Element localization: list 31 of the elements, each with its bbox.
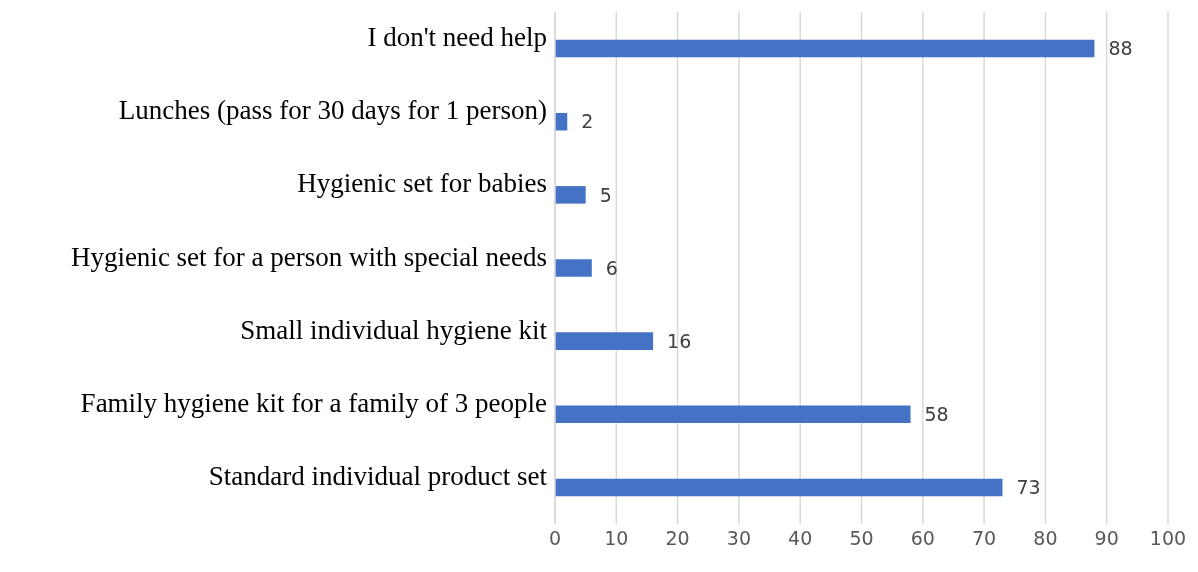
data-label: 58 (924, 403, 949, 426)
y-tick-label: Family hygiene kit for a family of 3 people (80, 387, 548, 418)
y-tick-label: Lunches (pass for 30 days for 1 person) (118, 95, 547, 126)
data-label: 5 (599, 183, 612, 206)
x-tick-label: 50 (849, 527, 874, 550)
data-label: 6 (605, 256, 618, 279)
data-label: 73 (1016, 476, 1041, 499)
x-tick-label: 80 (1033, 527, 1058, 550)
bar (555, 186, 586, 204)
y-tick-label: Standard individual product set (208, 461, 548, 492)
y-tick-label: Small individual hygiene kit (240, 314, 548, 345)
y-tick-label: I don't need help (367, 22, 547, 53)
bar (555, 259, 592, 277)
data-label: 16 (667, 329, 692, 352)
data-label: 88 (1108, 37, 1133, 60)
x-tick-label: 90 (1094, 527, 1119, 550)
bar (555, 39, 1095, 58)
data-label: 2 (581, 110, 594, 133)
y-tick-label: Hygienic set for a person with special needs (70, 241, 547, 272)
x-tick-label: 0 (548, 527, 562, 550)
x-tick-label: 100 (1149, 527, 1187, 550)
x-tick-label: 70 (972, 527, 997, 550)
bar (555, 405, 911, 424)
bar (555, 332, 654, 350)
x-tick-label: 20 (665, 527, 690, 550)
x-tick-label: 40 (788, 527, 813, 550)
x-tick-label: 60 (910, 527, 935, 550)
x-tick-label: 10 (604, 527, 629, 550)
bar (555, 478, 1003, 497)
x-tick-label: 30 (726, 527, 751, 550)
y-tick-label: Hygienic set for babies (297, 168, 547, 199)
